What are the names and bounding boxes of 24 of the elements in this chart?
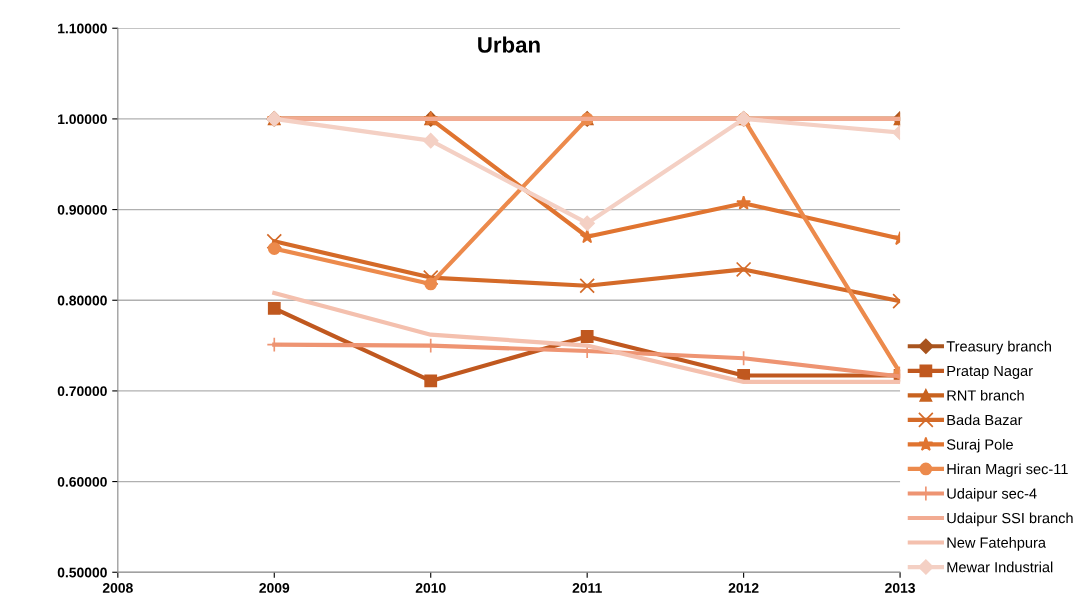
x-tick-label: 2012 [728,583,759,593]
x-tick-label: 2011 [572,583,602,593]
legend-label: RNT branch [947,389,1024,401]
x-tick-label: 2008 [102,583,133,593]
chart-title: Urban [478,36,540,53]
legend-label: Udaipur SSI branch [947,512,1073,527]
x-tick-label: 2010 [415,583,446,593]
legend-label: Udaipur sec-4 [947,488,1037,502]
legend-label: Pratap Nagar [947,365,1033,379]
legend-label: Hiran Magri sec-11 [947,463,1068,478]
legend-label: Bada Bazar [947,414,1023,426]
y-tick-label: 1.00000 [58,114,107,125]
legend-label: Treasury branch [946,340,1051,355]
y-tick-label: 0.90000 [57,204,107,215]
x-tick-label: 2009 [259,583,290,593]
y-tick-label: 0.60000 [57,476,107,487]
y-tick-label: 0.50000 [57,567,107,578]
legend-label: Mewar Industrial [947,561,1053,573]
y-tick-label: 0.70000 [57,386,107,397]
legend-label: New Fatehpura [947,537,1046,551]
legend-label: Suraj Pole [946,438,1013,453]
x-tick-label: 2013 [885,583,916,593]
y-tick-label: 0.80000 [57,295,107,306]
y-tick-label: 1.10000 [58,23,107,34]
